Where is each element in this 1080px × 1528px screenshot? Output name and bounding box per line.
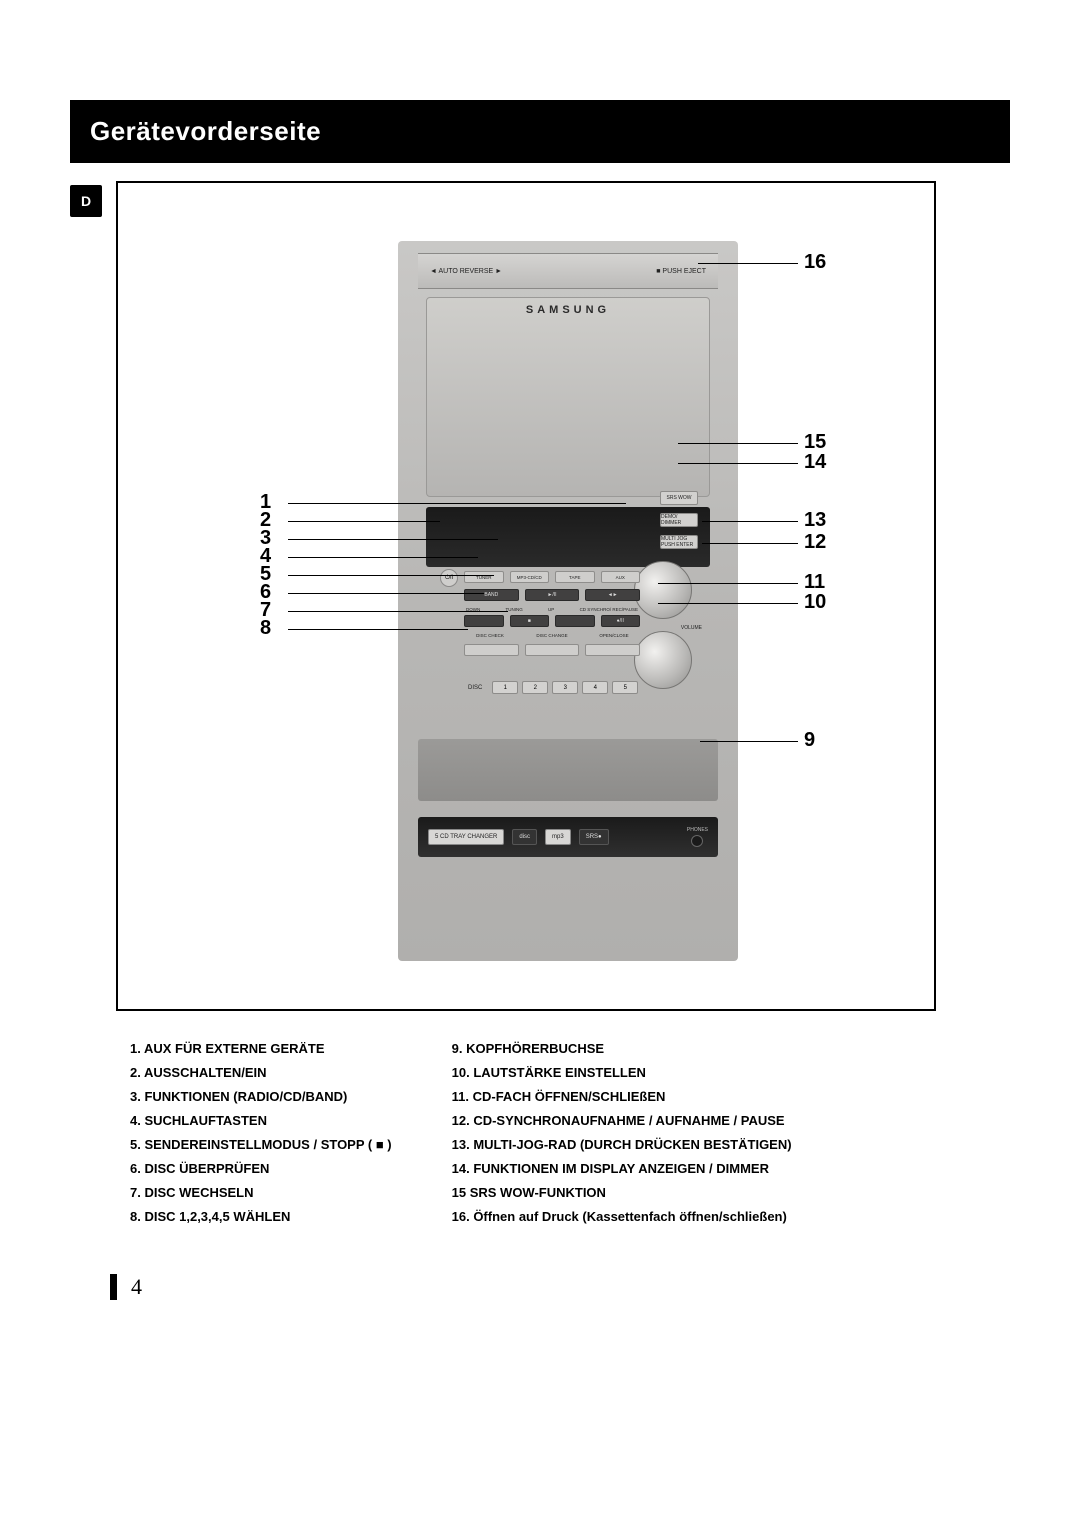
disc-change-button — [525, 644, 580, 656]
volume-label: VOLUME — [681, 625, 702, 631]
open-close-label: OPEN/CLOSE — [588, 633, 640, 638]
callout-left-8: 8 — [260, 617, 271, 640]
demo-dimmer-button: DEMO/ DIMMER — [660, 513, 698, 527]
callout-right-13: 13 — [804, 509, 826, 532]
legend-item: 11. CD-FACH ÖFFNEN/SCHLIEßEN — [452, 1089, 792, 1104]
rec-pause-button: ●/II — [601, 615, 641, 627]
legend-item: 12. CD-SYNCHRONAUFNAHME / AUFNAHME / PAU… — [452, 1113, 792, 1128]
tape-button: TAPE — [555, 571, 595, 583]
callout-line — [698, 263, 798, 264]
srs-logo: SRS● — [579, 829, 609, 845]
callout-line — [288, 575, 494, 576]
brand-logo: SAMSUNG — [526, 304, 610, 316]
legend-left-col: 1. AUX FÜR EXTERNE GERÄTE 2. AUSSCHALTEN/… — [130, 1041, 392, 1224]
callout-right-12: 12 — [804, 531, 826, 554]
callout-line — [658, 583, 798, 584]
disc-4: 4 — [582, 681, 608, 694]
seek-button: ◄► — [585, 589, 640, 601]
mp3cd-button: MP3-CD/CD — [510, 571, 550, 583]
legend-item: 2. AUSSCHALTEN/EIN — [130, 1065, 392, 1080]
callout-line — [288, 521, 440, 522]
figure-frame: ◄ AUTO REVERSE ► ■ PUSH EJECT SAMSUNG SR… — [116, 181, 936, 1011]
next-button — [555, 615, 595, 627]
open-close-button — [585, 644, 640, 656]
tuning-label: TUNING — [506, 607, 523, 612]
legend-item: 16. Öffnen auf Druck (Kassettenfach öffn… — [452, 1209, 792, 1224]
power-button: ⏻/I — [440, 569, 458, 587]
callout-right-16: 16 — [804, 251, 826, 274]
language-badge: D — [70, 185, 102, 217]
legend-item: 3. FUNKTIONEN (RADIO/CD/BAND) — [130, 1089, 392, 1104]
multijog-dial — [634, 561, 692, 619]
prev-button — [464, 615, 504, 627]
multijog-label: MULTI JOG PUSH ENTER — [660, 535, 698, 549]
legend-item: 1. AUX FÜR EXTERNE GERÄTE — [130, 1041, 392, 1056]
right-small-buttons: SRS WOW DEMO/ DIMMER MULTI JOG PUSH ENTE… — [660, 491, 698, 549]
legend-item: 8. DISC 1,2,3,4,5 WÄHLEN — [130, 1209, 392, 1224]
page-number: 4 — [110, 1274, 1010, 1300]
changer-logo: 5 CD TRAY CHANGER — [428, 829, 504, 845]
upper-door: SAMSUNG — [426, 297, 710, 497]
content-row: D ◄ AUTO REVERSE ► ■ PUSH EJECT SAMSUNG … — [70, 181, 1010, 1011]
disc-row: DISC 1 2 3 4 5 — [468, 681, 638, 694]
disc-5: 5 — [612, 681, 638, 694]
callout-line — [702, 543, 798, 544]
disc-1: 1 — [492, 681, 518, 694]
legend-item: 6. DISC ÜBERPRÜFEN — [130, 1161, 392, 1176]
callout-line — [288, 503, 626, 504]
callout-line — [658, 603, 798, 604]
bottom-bar: 5 CD TRAY CHANGER disc mp3 SRS● PHONES — [418, 817, 718, 857]
cassette-top: ◄ AUTO REVERSE ► ■ PUSH EJECT — [418, 253, 718, 289]
callout-line — [702, 521, 798, 522]
aux-button: AUX — [601, 571, 641, 583]
disc-change-label: DISC CHANGE — [526, 633, 578, 638]
legend-item: 13. MULTI-JOG-RAD (DURCH DRÜCKEN BESTÄTI… — [452, 1137, 792, 1152]
up-label: UP — [548, 607, 554, 612]
page-title: Gerätevorderseite — [70, 100, 1010, 163]
phones-label: PHONES — [687, 827, 708, 833]
stereo-device: ◄ AUTO REVERSE ► ■ PUSH EJECT SAMSUNG SR… — [398, 241, 738, 961]
callout-line — [678, 463, 798, 464]
callout-line — [288, 539, 498, 540]
stop-button: ■ — [510, 615, 550, 627]
cdsync-label: CD SYNCHRO/ REC/PAUSE — [580, 607, 638, 612]
phones-jack — [691, 835, 703, 847]
push-eject-label: ■ PUSH EJECT — [656, 268, 706, 275]
callout-right-9: 9 — [804, 729, 815, 752]
tuner-button: TUNER — [464, 571, 504, 583]
control-panel: TUNER MP3-CD/CD TAPE AUX BAND ►/II ◄► DO… — [464, 571, 640, 662]
legend-right-col: 9. KOPFHÖRERBUCHSE 10. LAUTSTÄRKE EINSTEL… — [452, 1041, 792, 1224]
band-button: BAND — [464, 589, 519, 601]
srs-wow-button: SRS WOW — [660, 491, 698, 505]
legend-item: 9. KOPFHÖRERBUCHSE — [452, 1041, 792, 1056]
volume-dial — [634, 631, 692, 689]
legend-item: 15 SRS WOW-FUNKTION — [452, 1185, 792, 1200]
disc-2: 2 — [522, 681, 548, 694]
callout-line — [288, 629, 468, 630]
callout-line — [678, 443, 798, 444]
callout-right-10: 10 — [804, 591, 826, 614]
legend-item: 7. DISC WECHSELN — [130, 1185, 392, 1200]
mp3-logo: mp3 — [545, 829, 571, 845]
auto-reverse-label: ◄ AUTO REVERSE ► — [430, 268, 502, 275]
phones: PHONES — [687, 827, 708, 847]
logo-cluster: 5 CD TRAY CHANGER disc mp3 SRS● — [428, 829, 609, 845]
play-pause-button: ►/II — [525, 589, 580, 601]
legend-item: 5. SENDEREINSTELLMODUS / STOPP ( ■ ) — [130, 1137, 392, 1152]
legend-item: 10. LAUTSTÄRKE EINSTELLEN — [452, 1065, 792, 1080]
callout-line — [288, 593, 484, 594]
disc-logo: disc — [512, 829, 537, 845]
legend-item: 14. FUNKTIONEN IM DISPLAY ANZEIGEN / DIM… — [452, 1161, 792, 1176]
cd-tray — [418, 739, 718, 801]
callout-right-14: 14 — [804, 451, 826, 474]
callout-line — [288, 611, 508, 612]
callout-line — [288, 557, 478, 558]
disc-check-label: DISC CHECK — [464, 633, 516, 638]
disc-3: 3 — [552, 681, 578, 694]
disc-label: DISC — [468, 685, 482, 691]
legend-item: 4. SUCHLAUFTASTEN — [130, 1113, 392, 1128]
legend: 1. AUX FÜR EXTERNE GERÄTE 2. AUSSCHALTEN/… — [70, 1041, 1010, 1224]
callout-line — [700, 741, 798, 742]
disc-check-button — [464, 644, 519, 656]
